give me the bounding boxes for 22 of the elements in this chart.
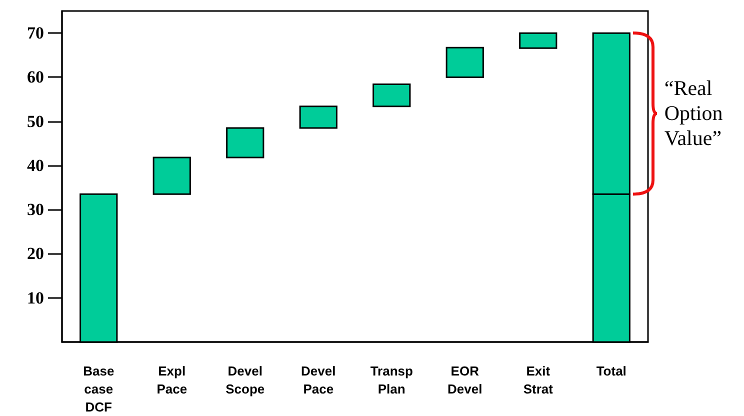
x-tick-label: EOR Devel (448, 364, 482, 396)
y-tick-label: 30 (27, 200, 44, 220)
bar (226, 127, 264, 158)
bar (519, 32, 558, 49)
y-tick-label: 10 (27, 288, 44, 308)
y-tick-label: 50 (27, 112, 44, 131)
y-tick-label: 20 (27, 244, 44, 264)
x-tick-label: Exit Strat (523, 364, 554, 396)
text: “Real Option Value” (664, 76, 724, 151)
x-tick-label: Devel Scope (226, 364, 265, 396)
bar (446, 46, 484, 78)
bar (372, 84, 411, 108)
bar (299, 106, 338, 129)
y-tick-label: 40 (27, 156, 44, 175)
x-tick-label: Total (596, 364, 626, 378)
x-tick-label: Base case DCF (83, 364, 114, 414)
bar (152, 156, 191, 195)
x-tick-label: Devel Pace (301, 364, 336, 396)
x-tick-label: Expl Pace (156, 364, 188, 396)
y-tick-label: 60 (27, 68, 44, 87)
y-tick-label: 70 (27, 24, 44, 43)
x-tick-label: Transp Plan (370, 364, 413, 396)
